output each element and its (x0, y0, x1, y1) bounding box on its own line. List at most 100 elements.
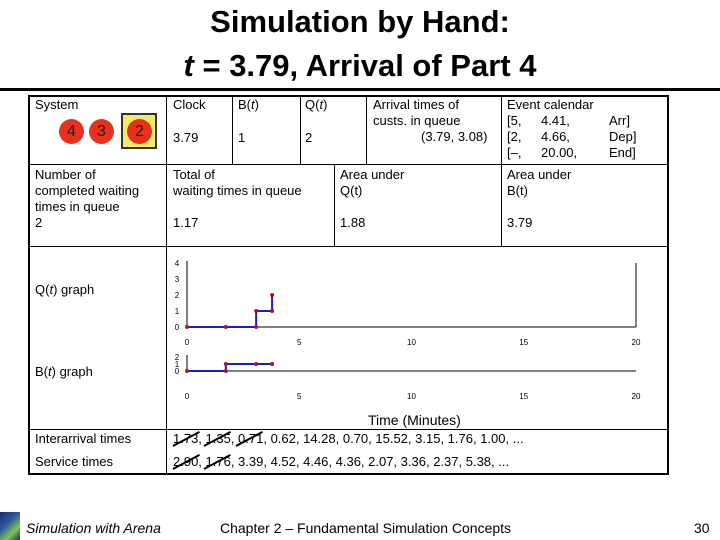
queue-part-4: 4 (59, 119, 84, 144)
qgraph-label: Q(t) graph (35, 282, 94, 298)
qgraph-ytick-label: 2 (175, 291, 180, 300)
qgraph-ytick-label: 3 (175, 275, 180, 284)
event-2-type: End] (609, 145, 636, 160)
footer-left: Simulation with Arena (26, 520, 161, 536)
row-divider-1 (29, 164, 668, 165)
col-divider-qt (366, 96, 367, 164)
bt-label-t: t (251, 97, 255, 112)
qt-label-post: ) (323, 97, 328, 112)
clock-value: 3.79 (173, 130, 199, 145)
bgraph-xtick-label: 10 (407, 392, 416, 401)
event-0-id: [5, (507, 113, 522, 128)
qgraph-xtick-label: 20 (632, 338, 641, 347)
col-divider-clock (232, 96, 233, 164)
area-b-label-2: B(t) (507, 183, 528, 198)
qgraph-xtick-label: 0 (185, 338, 190, 347)
event-2-id: [–, (507, 145, 522, 160)
col-divider-system (166, 96, 167, 474)
title-t-var: t (183, 48, 194, 83)
footer-page: 30 (694, 520, 710, 536)
bgraph-xtick-label: 15 (519, 392, 528, 401)
arrival-label-2: custs. in queue (373, 113, 461, 128)
bgraph-point (223, 369, 228, 373)
area-b-value: 3.79 (507, 215, 533, 230)
interarrival-label: Interarrival times (35, 431, 132, 446)
qt-label-pre: Q( (305, 97, 320, 112)
bgraph-point (270, 362, 275, 366)
title-rest: = 3.79, Arrival of Part 4 (193, 48, 537, 83)
event-2-time: 20.00, (541, 145, 578, 160)
bgraph-ytick-label: 1 (175, 360, 180, 369)
bgraph-point (185, 369, 189, 373)
event-0-type: Arr] (609, 113, 630, 128)
row-divider-3 (29, 429, 668, 430)
qgraph-xtick-label: 15 (519, 338, 528, 347)
qt-label-t: t (319, 97, 324, 112)
area-q-label-2: Q(t) (340, 183, 363, 198)
col-divider-bt (300, 96, 301, 164)
arena-logo (0, 512, 20, 540)
qt-label: Q(t) (305, 97, 327, 113)
col-divider-total (334, 165, 335, 246)
total-label-1: Total of (173, 167, 215, 182)
area-q-label-1: Area under (340, 167, 405, 182)
title-rule (0, 88, 720, 91)
bgraph-ytick-label: 2 (175, 353, 180, 362)
completed-label-1: Number of (35, 167, 96, 182)
bgraph-ytick-label: 0 (175, 367, 180, 376)
area-q-value: 1.88 (340, 215, 366, 230)
qgraph-point (185, 325, 189, 329)
slide-title-line1: Simulation by Hand: (210, 4, 510, 39)
row-divider-2 (29, 246, 668, 247)
qgraph-label-t: t (49, 282, 54, 297)
completed-label-3: times in queue (35, 199, 120, 214)
event-1-type: Dep] (609, 129, 637, 144)
area-b-label-1: Area under (507, 167, 572, 182)
bt-label: B(t) (238, 97, 259, 113)
bgraph-label-pre: B( (35, 364, 48, 379)
clock-label: Clock (173, 97, 206, 112)
bt-label-post: ) (254, 97, 259, 112)
event-calendar-label: Event calendar (507, 97, 594, 112)
event-0-time: 4.41, (541, 113, 570, 128)
qgraph-point (223, 325, 228, 329)
qgraph-point (270, 293, 275, 297)
bgraph-point (223, 362, 228, 366)
bt-value: 1 (238, 130, 246, 145)
qgraph-point (270, 309, 275, 313)
arrival-value: (3.79, 3.08) (421, 129, 488, 144)
bgraph-label: B(t) graph (35, 364, 93, 380)
service-label: Service times (35, 454, 114, 469)
qgraph-label-post: ) graph (53, 282, 95, 297)
event-1-id: [2, (507, 129, 522, 144)
slide-title-line2: t = 3.79, Arrival of Part 4 (0, 48, 720, 84)
queue-part-3: 3 (89, 119, 114, 144)
event-1-time: 4.66, (541, 129, 570, 144)
bgraph-step-line (187, 363, 273, 372)
completed-label-2: completed waiting (35, 183, 140, 198)
arrival-label-1: Arrival times of (373, 97, 459, 112)
footer-center: Chapter 2 – Fundamental Simulation Conce… (220, 520, 512, 536)
qgraph-ytick-label: 1 (175, 307, 180, 316)
bgraph-xtick-label: 0 (185, 392, 190, 401)
total-value: 1.17 (173, 215, 199, 230)
total-label-2: waiting times in queue (173, 183, 302, 198)
bt-label-pre: B( (238, 97, 251, 112)
col-divider-arrivals (501, 96, 502, 246)
bgraph-xtick-label: 20 (632, 392, 641, 401)
qgraph-ytick-label: 0 (175, 323, 180, 332)
completed-value: 2 (35, 215, 43, 230)
server-part-2: 2 (127, 119, 152, 144)
bgraph-xtick-label: 5 (297, 392, 302, 401)
qgraph-point (254, 325, 259, 329)
bgraph-label-t: t (48, 364, 52, 379)
qgraph-step-line (187, 295, 274, 328)
system-label: System (35, 97, 79, 112)
qgraph-point (254, 309, 259, 313)
time-axis-label: Time (Minutes) (368, 412, 461, 428)
qgraph-ytick-label: 4 (175, 259, 180, 268)
bgraph-point (254, 362, 259, 366)
bgraph-label-post: ) graph (51, 364, 93, 379)
qgraph-xtick-label: 5 (297, 338, 302, 347)
